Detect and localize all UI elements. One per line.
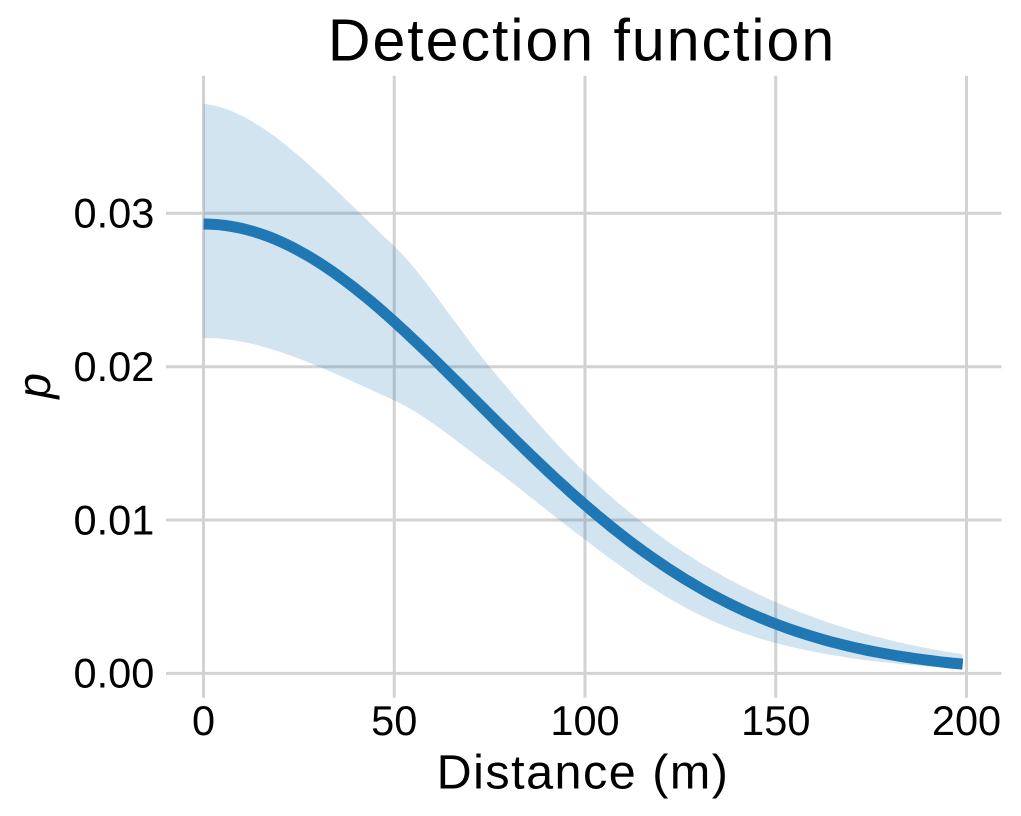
svg-text:p: p xyxy=(8,373,60,401)
svg-text:0.01: 0.01 xyxy=(74,496,155,543)
svg-text:100: 100 xyxy=(550,697,619,744)
svg-text:0.03: 0.03 xyxy=(74,190,155,237)
svg-text:150: 150 xyxy=(741,697,810,744)
svg-text:0.02: 0.02 xyxy=(74,343,155,390)
svg-text:50: 50 xyxy=(371,697,417,744)
svg-text:Distance (m): Distance (m) xyxy=(437,745,730,799)
svg-text:Detection function: Detection function xyxy=(328,8,836,74)
svg-text:0.00: 0.00 xyxy=(74,650,155,697)
svg-text:200: 200 xyxy=(932,697,1001,744)
svg-text:0: 0 xyxy=(192,697,215,744)
